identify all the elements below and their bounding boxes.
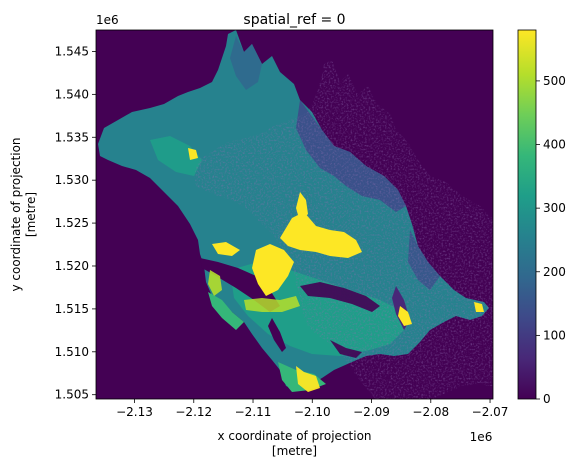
x-axis-label-line2: [metre] [272, 444, 317, 458]
colorbar-tick-label: 100 [543, 328, 566, 342]
x-axis-label-line1: x coordinate of projection [217, 429, 371, 443]
y-offset-label: 1e6 [96, 13, 119, 27]
x-tick-label: −2.07 [472, 405, 509, 419]
y-tick-label: 1.540 [55, 87, 89, 101]
peak-zone [474, 302, 484, 312]
x-tick-label: −2.09 [353, 405, 390, 419]
colorbar-tick-label: 300 [543, 201, 566, 215]
y-axis: 1.505 1.510 1.515 1.520 1.525 1.530 1.535 1.540… [55, 44, 96, 402]
y-axis-label-line1: y coordinate of projection [9, 137, 23, 291]
region-zone-green [208, 292, 244, 330]
colorbar-tick-label: 200 [543, 265, 566, 279]
y-tick-label: 1.505 [55, 388, 89, 402]
colorbar-tick-label: 400 [543, 138, 566, 152]
valley-channel [330, 340, 362, 358]
peak-zone [398, 306, 412, 326]
chart-title: spatial_ref = 0 [243, 12, 345, 28]
y-tick-label: 1.535 [55, 130, 89, 144]
peak-zone [296, 192, 308, 222]
y-tick-label: 1.545 [55, 44, 89, 58]
x-offset-label: 1e6 [470, 430, 493, 444]
peak-zone [252, 244, 294, 296]
plot-frame [95, 29, 494, 400]
peak-zone [188, 148, 198, 160]
colorbar-tick-label: 500 [543, 74, 566, 88]
y-tick-label: 1.515 [55, 302, 89, 316]
x-tick-label: −2.08 [412, 405, 449, 419]
peak-zone [296, 366, 320, 392]
x-tick-label: −2.11 [235, 405, 272, 419]
peak-zone [208, 270, 222, 296]
valley-channel [268, 318, 286, 352]
x-tick-label: −2.10 [294, 405, 331, 419]
y-axis-label-line2: [metre] [24, 192, 38, 237]
y-tick-label: 1.530 [55, 173, 89, 187]
peak-zone [280, 212, 362, 258]
y-tick-label: 1.525 [55, 216, 89, 230]
y-tick-label: 1.520 [55, 259, 89, 273]
y-tick-label: 1.510 [55, 345, 89, 359]
valley-channel [300, 282, 380, 312]
x-axis: −2.13 −2.12 −2.11 −2.10 −2.09 −2.08 −2.07 [116, 399, 508, 419]
peak-zone [212, 242, 240, 256]
region-zone-dark [230, 36, 262, 90]
colorbar [517, 29, 537, 400]
colorbar-tick-label: 0 [543, 392, 551, 406]
x-tick-label: −2.13 [116, 405, 153, 419]
peak-zone [244, 296, 300, 312]
region-zone-green [150, 136, 202, 176]
x-tick-label: −2.12 [175, 405, 212, 419]
colorbar-axis: 0 100 200 300 400 500 [536, 74, 566, 406]
plot-area [96, 30, 493, 399]
